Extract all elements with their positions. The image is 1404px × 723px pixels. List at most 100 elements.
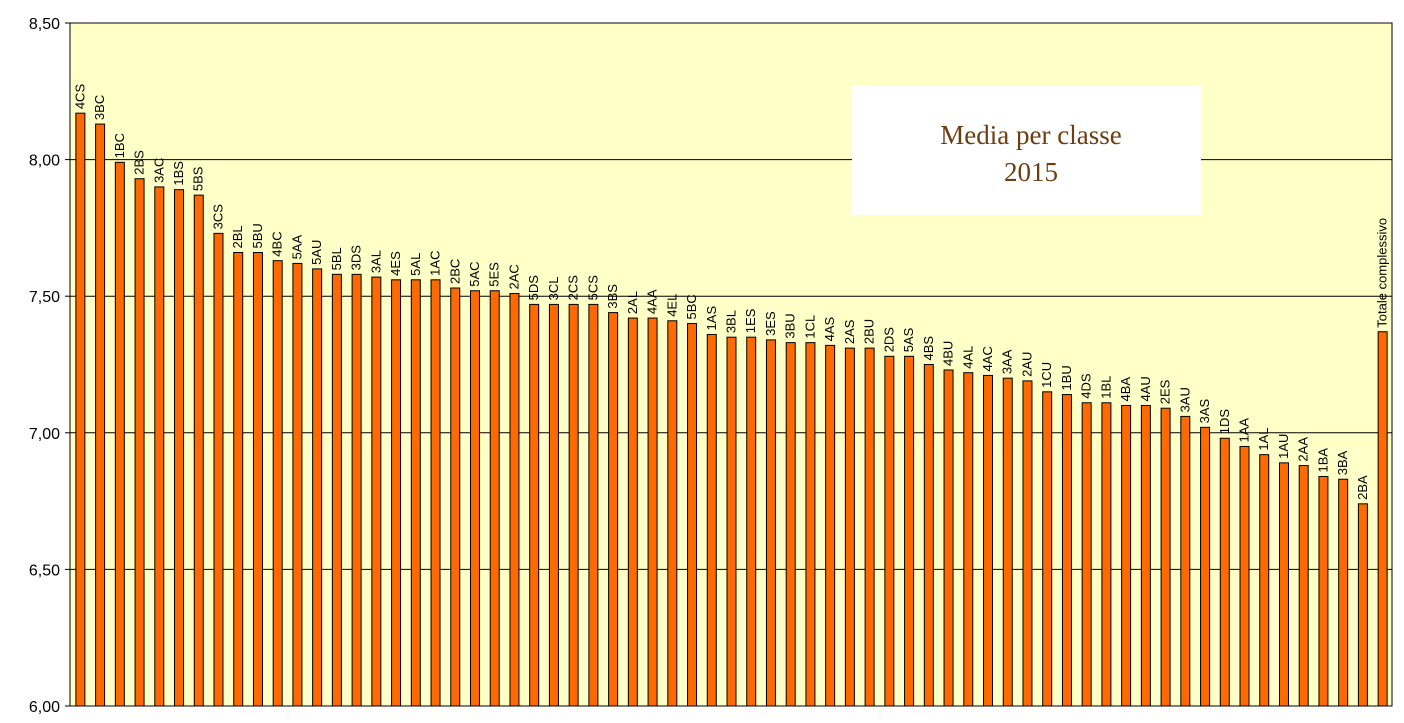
bar-label: 2ES bbox=[1158, 379, 1173, 404]
bar-label: 1CU bbox=[1039, 362, 1054, 388]
bar bbox=[1081, 402, 1092, 707]
title-box-background bbox=[852, 86, 1201, 215]
bar bbox=[548, 303, 559, 707]
bar-label: 2BU bbox=[862, 319, 877, 344]
bar bbox=[1278, 462, 1289, 707]
bar bbox=[95, 123, 106, 707]
bar-label: 3AU bbox=[1177, 387, 1192, 412]
bar bbox=[667, 320, 678, 707]
bar-label: 1DS bbox=[1217, 409, 1232, 435]
bar-label: 5BC bbox=[684, 294, 699, 319]
bar-label: 3CS bbox=[210, 204, 225, 230]
bar bbox=[825, 344, 836, 707]
bar-label: 2AC bbox=[506, 264, 521, 289]
bar-label: 2BL bbox=[230, 225, 245, 248]
bar bbox=[588, 303, 599, 707]
bar bbox=[1377, 331, 1388, 707]
bar bbox=[312, 268, 323, 707]
bar bbox=[509, 292, 520, 707]
bar-label: 2AS bbox=[842, 319, 857, 344]
bar-label: 2AU bbox=[1019, 352, 1034, 377]
bar bbox=[627, 317, 638, 707]
bar-label: 4DS bbox=[1079, 373, 1094, 399]
bar-label: 5BS bbox=[191, 166, 206, 191]
bar bbox=[884, 355, 895, 707]
bar-label: 3DS bbox=[349, 245, 364, 271]
y-tick-label: 8,00 bbox=[29, 153, 60, 170]
bar-label: 5AU bbox=[309, 240, 324, 265]
bar-label: 2BA bbox=[1355, 475, 1370, 500]
bar-label: 1AS bbox=[704, 306, 719, 331]
bar bbox=[1318, 476, 1329, 707]
bar bbox=[114, 161, 125, 707]
bar bbox=[213, 232, 224, 707]
bar bbox=[174, 189, 185, 707]
bar-label: 3BS bbox=[605, 284, 620, 309]
bar bbox=[568, 303, 579, 707]
bar-label: 4BA bbox=[1118, 377, 1133, 402]
bar-label: 5AS bbox=[901, 327, 916, 352]
bars bbox=[75, 112, 1388, 707]
chart-subtitle: 2015 bbox=[1004, 157, 1058, 187]
bar-label: 5AA bbox=[289, 235, 304, 260]
bar bbox=[844, 347, 855, 707]
bar-label: 4AU bbox=[1138, 376, 1153, 401]
bar-label: 2DS bbox=[881, 327, 896, 353]
bar-label: 4AL bbox=[960, 346, 975, 369]
bar-label: 1BS bbox=[171, 161, 186, 186]
bar bbox=[1259, 454, 1270, 707]
bar bbox=[331, 273, 342, 707]
bar bbox=[371, 276, 382, 707]
bar-label: 3AL bbox=[368, 250, 383, 273]
bar-label: 2AL bbox=[625, 291, 640, 314]
bar bbox=[963, 372, 974, 707]
bar-label: 4EL bbox=[664, 294, 679, 317]
y-tick-label: 8,50 bbox=[29, 16, 60, 33]
bar bbox=[430, 279, 441, 707]
bar bbox=[647, 317, 658, 707]
bar-label: 2BC bbox=[447, 259, 462, 284]
y-tick-label: 6,50 bbox=[29, 562, 60, 579]
bar bbox=[1180, 415, 1191, 707]
bar-label: 4BS bbox=[921, 336, 936, 361]
bar bbox=[1219, 437, 1230, 707]
bar bbox=[726, 336, 737, 707]
bar bbox=[410, 279, 421, 707]
bar bbox=[450, 287, 461, 707]
bar bbox=[233, 251, 244, 707]
bar-label: 3BC bbox=[92, 95, 107, 120]
bar-label: 3AS bbox=[1197, 398, 1212, 423]
bar bbox=[1200, 426, 1211, 707]
bar bbox=[1357, 503, 1368, 707]
bar-label: 5BU bbox=[250, 223, 265, 248]
bar bbox=[706, 333, 717, 707]
bar-label: 2BS bbox=[132, 150, 147, 175]
bar-label: 5DS bbox=[526, 275, 541, 301]
bar bbox=[134, 178, 145, 707]
bar bbox=[687, 323, 698, 707]
bar-label: 4AS bbox=[822, 316, 837, 341]
bar bbox=[154, 186, 165, 707]
bar-label: 4AA bbox=[645, 289, 660, 314]
y-tick-label: 6,00 bbox=[29, 699, 60, 716]
bar-label: 2CS bbox=[566, 275, 581, 301]
bar-label: 4ES bbox=[388, 251, 403, 276]
y-tick-label: 7,00 bbox=[29, 426, 60, 443]
bar bbox=[1239, 445, 1250, 707]
bar bbox=[1298, 465, 1309, 707]
y-axis-ticks: 6,00 6,50 7,00 7,50 8,00 8,50 bbox=[29, 16, 70, 716]
bar-labels: 4CS 3BC 1BC 2BS 3AC 1BS 5BS 3CS 2BL 5BU 4BC 5AA 5AU 5… bbox=[72, 84, 1389, 500]
bar-label: 3AA bbox=[1000, 349, 1015, 374]
bar-label: 3BL bbox=[724, 310, 739, 333]
bar bbox=[746, 336, 757, 707]
bar-label: 2AA bbox=[1296, 437, 1311, 462]
bar-label: 3BU bbox=[783, 313, 798, 338]
bar-label: 1BU bbox=[1059, 365, 1074, 390]
bar bbox=[1002, 377, 1013, 707]
bar-label: 3CL bbox=[546, 277, 561, 301]
bar-label: 1BC bbox=[112, 133, 127, 158]
bar bbox=[469, 290, 480, 707]
bar-label: 1AU bbox=[1276, 434, 1291, 459]
bar bbox=[292, 262, 303, 707]
bar-label: 1ES bbox=[743, 308, 758, 333]
